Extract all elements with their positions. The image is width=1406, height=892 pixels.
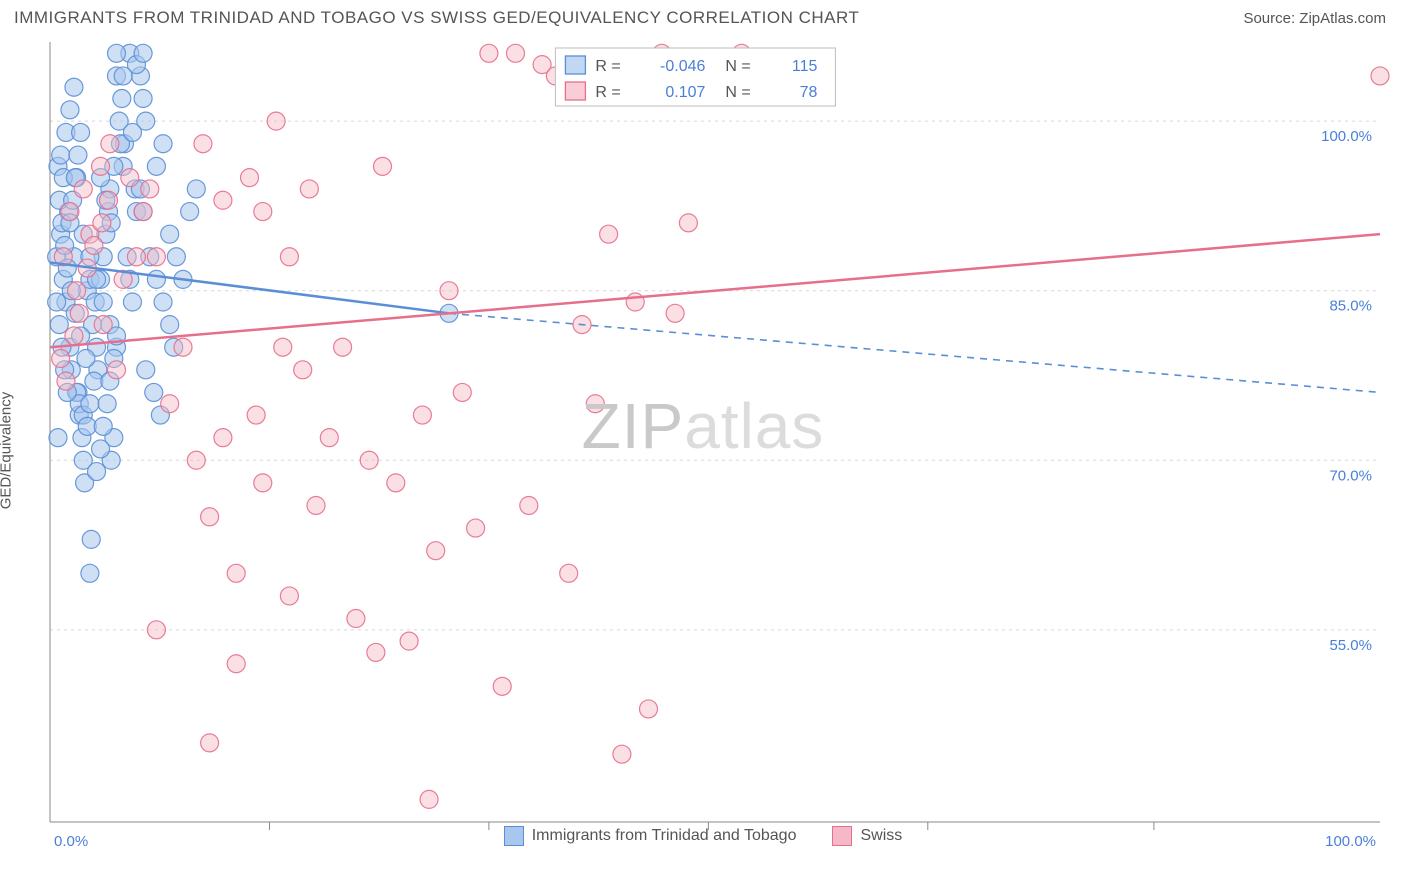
svg-text:N =: N = (725, 58, 750, 75)
chart-title: IMMIGRANTS FROM TRINIDAD AND TOBAGO VS S… (14, 8, 859, 28)
svg-text:R =: R = (595, 58, 620, 75)
y-axis-label: GED/Equivalency (0, 392, 15, 510)
svg-text:85.0%: 85.0% (1329, 298, 1372, 315)
bottom-legend: Immigrants from Trinidad and Tobago Swis… (0, 826, 1406, 846)
svg-text:78: 78 (800, 84, 818, 101)
legend-label-1: Swiss (860, 827, 902, 845)
legend-item-series-0: Immigrants from Trinidad and Tobago (504, 826, 797, 846)
legend-item-series-1: Swiss (832, 826, 902, 846)
source-label: Source: ZipAtlas.com (1243, 10, 1386, 27)
svg-text:0.107: 0.107 (665, 84, 705, 101)
svg-text:115: 115 (792, 58, 818, 75)
svg-text:100.0%: 100.0% (1321, 128, 1372, 145)
legend-label-0: Immigrants from Trinidad and Tobago (532, 827, 797, 845)
chart-area: GED/Equivalency ZIPatlas 55.0%70.0%85.0%… (0, 32, 1406, 852)
legend-swatch-1 (832, 826, 852, 846)
svg-text:-0.046: -0.046 (660, 58, 705, 75)
svg-text:70.0%: 70.0% (1329, 467, 1372, 484)
legend-swatch-0 (504, 826, 524, 846)
svg-text:N =: N = (725, 84, 750, 101)
svg-text:R =: R = (595, 84, 620, 101)
svg-text:55.0%: 55.0% (1329, 637, 1372, 654)
scatter-chart: 55.0%70.0%85.0%100.0%0.0%100.0%R =-0.046… (0, 32, 1406, 852)
